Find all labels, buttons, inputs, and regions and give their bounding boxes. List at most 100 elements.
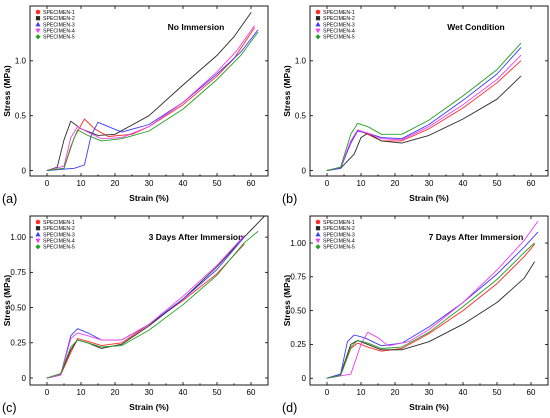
y-tick-label: 1.0 (15, 57, 27, 66)
legend: SPECIMEN-1SPECIMEN-2SPECIMEN-3SPECIMEN-4… (35, 9, 75, 41)
y-tick-label: 0.5 (295, 111, 307, 120)
series-line-3 (326, 231, 539, 379)
legend-marker-triangle-down (35, 28, 41, 34)
series-line-2 (326, 75, 522, 171)
panel-letter: (a) (2, 192, 17, 206)
y-tick-label: 0 (302, 374, 307, 383)
x-tick-label: 30 (145, 179, 154, 188)
x-tick-label: 10 (357, 179, 366, 188)
legend-marker-triangle-up (315, 21, 321, 27)
legend-marker-circle (35, 219, 41, 225)
y-tick-label: 0 (302, 166, 307, 175)
x-tick-label: 30 (425, 388, 434, 397)
legend-label: SPECIMEN-4 (43, 239, 75, 245)
series-line-3 (46, 236, 245, 379)
series-line-5 (326, 42, 522, 171)
y-tick-label: 0.25 (10, 339, 26, 348)
x-tick-label: 50 (213, 388, 222, 397)
y-tick-label: 0.50 (290, 306, 306, 315)
panel-title: No Immersion (168, 22, 225, 32)
series-line-5 (46, 31, 259, 171)
legend-label: SPECIMEN-1 (43, 10, 75, 16)
legend-marker-triangle-down (315, 238, 321, 244)
legend-label: SPECIMEN-4 (323, 239, 355, 245)
y-tick-label: 0.5 (15, 111, 27, 120)
legend-label: SPECIMEN-4 (43, 29, 75, 35)
y-axis-title: Stress (MPa) (282, 275, 292, 327)
series-line-3 (326, 47, 522, 171)
x-tick-label: 60 (527, 179, 536, 188)
y-tick-label: 0.75 (290, 273, 306, 282)
legend-label: SPECIMEN-5 (323, 245, 355, 251)
panel-title: 3 Days After Immersion (149, 232, 244, 242)
legend-marker-square (35, 16, 41, 21)
legend-marker-diamond (35, 244, 41, 250)
y-tick-label: 0 (22, 166, 27, 175)
series-line-5 (326, 242, 535, 379)
x-tick-label: 40 (459, 388, 468, 397)
series-line-2 (46, 12, 252, 171)
series-line-1 (326, 60, 522, 171)
x-tick-label: 50 (493, 179, 502, 188)
legend-label: SPECIMEN-4 (323, 29, 355, 35)
legend-label: SPECIMEN-1 (43, 220, 75, 226)
legend-label: SPECIMEN-3 (323, 22, 355, 28)
legend: SPECIMEN-1SPECIMEN-2SPECIMEN-3SPECIMEN-4… (315, 219, 355, 251)
x-tick-label: 0 (325, 388, 330, 397)
y-tick-label: 0.75 (10, 268, 26, 277)
chart-panel-1: 0 10 20 30 40 50 60 0 0.5 1.0 Strain (%) Stress (MP… (2, 5, 269, 206)
x-tick-label: 40 (179, 179, 188, 188)
legend: SPECIMEN-1SPECIMEN-2SPECIMEN-3SPECIMEN-4… (315, 9, 355, 41)
y-tick-label: 1.00 (290, 239, 306, 248)
series-line-4 (326, 220, 539, 379)
legend-label: SPECIMEN-1 (323, 220, 355, 226)
panel-letter: (c) (2, 401, 17, 415)
x-axis-title: Strain (%) (129, 193, 169, 203)
legend-marker-circle (315, 219, 321, 225)
legend-label: SPECIMEN-2 (323, 16, 355, 22)
legend-marker-triangle-up (35, 231, 41, 237)
series-line-1 (326, 243, 535, 379)
x-tick-label: 10 (77, 388, 86, 397)
x-tick-label: 20 (391, 179, 400, 188)
x-tick-label: 20 (111, 179, 120, 188)
panel-title: Wet Condition (447, 22, 504, 32)
legend-marker-triangle-up (35, 21, 41, 27)
legend-marker-diamond (315, 244, 321, 250)
x-tick-label: 20 (111, 388, 120, 397)
x-tick-label: 50 (213, 179, 222, 188)
legend-marker-diamond (315, 34, 321, 40)
series-line-4 (46, 25, 255, 171)
x-axis-title: Strain (%) (409, 193, 449, 203)
y-tick-label: 0 (22, 374, 27, 383)
y-tick-label: 1.0 (295, 57, 307, 66)
legend-marker-triangle-down (35, 238, 41, 244)
legend-label: SPECIMEN-5 (43, 35, 75, 41)
legend: SPECIMEN-1SPECIMEN-2SPECIMEN-3SPECIMEN-4… (35, 219, 75, 251)
legend-marker-square (315, 226, 321, 231)
y-axis-title: Stress (MPa) (282, 65, 292, 117)
x-tick-label: 20 (391, 388, 400, 397)
x-tick-label: 40 (459, 179, 468, 188)
legend-marker-circle (35, 9, 41, 15)
legend-label: SPECIMEN-2 (323, 226, 355, 232)
legend-marker-triangle-down (315, 28, 321, 34)
panel-letter: (d) (282, 401, 297, 415)
chart-panel-3: 0 10 20 30 40 50 60 0 0.25 0.50 0.75 1.00 Strain (%)… (2, 215, 269, 415)
panel-letter: (b) (282, 192, 297, 206)
legend-label: SPECIMEN-3 (43, 22, 75, 28)
x-tick-label: 60 (527, 388, 536, 397)
legend-marker-triangle-up (315, 231, 321, 237)
legend-label: SPECIMEN-2 (43, 16, 75, 22)
x-tick-label: 10 (77, 179, 86, 188)
x-tick-label: 50 (493, 388, 502, 397)
chart-panel-4: 0 10 20 30 40 50 60 0 0.25 0.50 0.75 1.00 Strain (%)… (282, 215, 549, 415)
y-axis-title: Stress (MPa) (2, 275, 12, 327)
series-line-5 (46, 231, 259, 379)
legend-label: SPECIMEN-3 (43, 232, 75, 238)
y-tick-label: 1.00 (10, 233, 26, 242)
series-line-4 (46, 235, 245, 379)
series-line-3 (46, 29, 259, 171)
x-tick-label: 60 (247, 179, 256, 188)
y-axis-title: Stress (MPa) (2, 65, 12, 117)
